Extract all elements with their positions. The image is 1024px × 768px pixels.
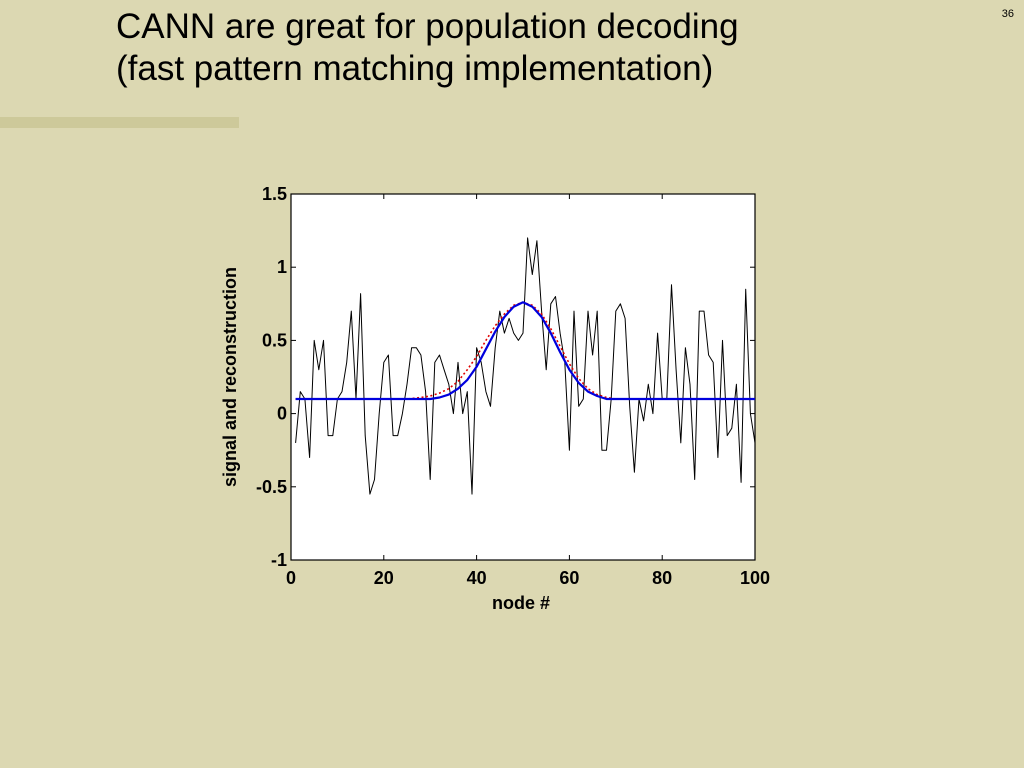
slide-title: CANN are great for population decoding (… — [116, 6, 739, 90]
y-tick-label: -1 — [271, 550, 287, 570]
reconstruction-series-line — [295, 301, 755, 401]
x-axis-title: node # — [492, 593, 550, 613]
x-tick-label: 40 — [467, 568, 487, 588]
slide-number: 36 — [1001, 8, 1014, 20]
x-tick-label: 0 — [286, 568, 296, 588]
x-tick-label: 80 — [652, 568, 672, 588]
x-tick-label: 100 — [740, 568, 770, 588]
y-tick-label: -0.5 — [256, 477, 287, 497]
y-axis-title: signal and reconstruction — [220, 267, 240, 487]
slide-title-line1: CANN are great for population decoding — [116, 7, 739, 46]
accent-bar — [0, 117, 239, 128]
axis-ticks: 0 20 40 60 80 100 -1 -0.5 0 0.5 1 1.5 — [256, 184, 770, 588]
x-tick-label: 20 — [374, 568, 394, 588]
y-tick-label: 0.5 — [262, 330, 287, 350]
x-tick-label: 60 — [559, 568, 579, 588]
series-layer — [295, 237, 756, 495]
y-tick-label: 1.5 — [262, 184, 287, 204]
slide-title-line2: (fast pattern matching implementation) — [116, 49, 714, 88]
y-tick-label: 0 — [277, 404, 287, 424]
signal-series-line — [295, 237, 756, 495]
y-tick-label: 1 — [277, 257, 287, 277]
plot-area — [290, 193, 756, 561]
